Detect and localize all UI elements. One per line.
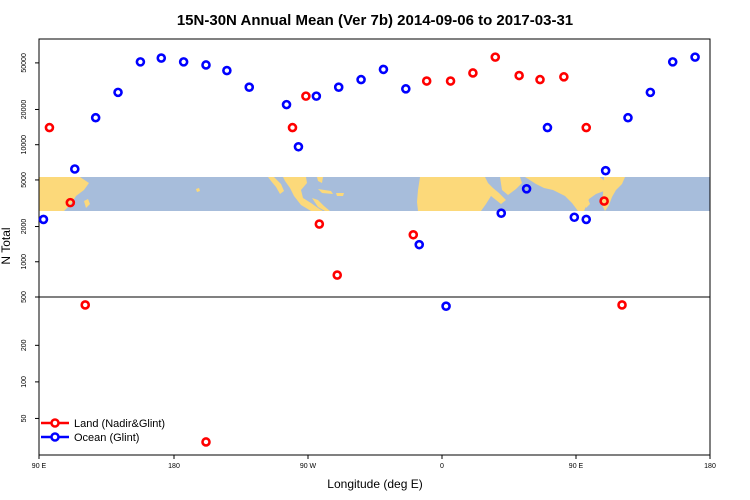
land-point	[408, 229, 419, 240]
map-band	[39, 177, 710, 211]
ocean-point	[569, 212, 580, 223]
y-tick-label: 50000	[21, 53, 28, 73]
ocean-point	[542, 122, 553, 133]
ocean-point	[521, 184, 532, 194]
data-points	[38, 52, 700, 447]
ocean-point	[244, 82, 255, 92]
land-point	[514, 70, 524, 81]
x-tick-label: 180	[168, 463, 180, 470]
ocean-point	[90, 112, 101, 123]
map-land-arabia-east	[500, 177, 522, 195]
legend-land-marker	[50, 418, 60, 428]
map-land-mexico	[283, 177, 323, 211]
map-land-hispaniola	[336, 193, 344, 196]
ocean-point	[581, 214, 592, 225]
x-tick-label: 90 E	[32, 463, 47, 470]
land-point	[617, 300, 627, 310]
ocean-point	[113, 87, 123, 98]
y-tick-label: 5000	[21, 172, 28, 188]
map-land-india	[39, 177, 89, 211]
ocean-point	[690, 52, 700, 62]
ocean-point	[600, 165, 611, 176]
x-tick-label: 180	[704, 463, 716, 470]
ocean-point	[667, 57, 678, 67]
land-point	[599, 196, 609, 206]
map-land-sri-lanka-2	[584, 199, 590, 208]
x-tick-label: 90 W	[300, 463, 317, 470]
ocean-point	[281, 99, 292, 110]
land-point	[445, 76, 456, 86]
land-point	[80, 300, 91, 310]
ocean-point	[222, 65, 232, 76]
ocean-point	[333, 82, 344, 92]
land-point	[421, 76, 432, 86]
x-axis-ticks: 90 E 180 90 W 0 90 E 180	[32, 455, 716, 470]
ocean-point	[623, 112, 633, 123]
y-tick-label: 100	[21, 376, 28, 388]
land-point	[535, 74, 545, 85]
y-tick-label: 200	[21, 339, 28, 351]
x-axis-label: Longitude (deg E)	[327, 477, 422, 491]
land-point	[581, 122, 592, 133]
ocean-point	[38, 214, 49, 225]
y-axis-ticks: 500 1000 2000 5000 10000 20000 50000 50 100 200	[21, 53, 39, 422]
y-tick-label: 1000	[21, 254, 28, 270]
land-point	[314, 219, 325, 229]
ocean-point	[201, 60, 211, 70]
land-point	[287, 122, 298, 133]
y-tick-label: 20000	[21, 100, 28, 120]
map-land-africa-arabia	[417, 177, 506, 211]
land-point	[44, 122, 55, 133]
ocean-point	[178, 57, 189, 67]
ocean-point	[378, 64, 389, 75]
ocean-point	[293, 141, 304, 152]
land-point	[332, 270, 343, 280]
land-point	[559, 72, 569, 82]
ocean-point	[135, 57, 146, 67]
legend: Land (Nadir&Glint) Ocean (Glint)	[41, 418, 165, 444]
land-point	[468, 68, 478, 78]
map-land-cuba	[318, 189, 333, 194]
land-point	[301, 91, 311, 101]
legend-land-label: Land (Nadir&Glint)	[74, 418, 165, 430]
ocean-point	[496, 208, 507, 218]
x-tick-label: 90 E	[569, 463, 584, 470]
ocean-point	[69, 164, 80, 174]
chart-title: 15N-30N Annual Mean (Ver 7b) 2014-09-06 …	[177, 12, 573, 29]
plot-frame	[38, 38, 711, 456]
legend-ocean-marker	[50, 432, 60, 442]
y-tick-label: 10000	[21, 135, 28, 155]
land-point	[490, 52, 501, 62]
map-land-florida	[317, 177, 323, 183]
ocean-point	[401, 84, 411, 94]
legend-ocean-label: Ocean (Glint)	[74, 432, 139, 444]
y-tick-label: 2000	[21, 219, 28, 235]
map-land-central-america	[312, 198, 330, 211]
land-point	[65, 197, 76, 208]
map-land-baja	[268, 177, 284, 194]
ocean-point	[156, 53, 167, 63]
ocean-point	[356, 74, 366, 85]
ocean-point	[441, 301, 451, 311]
ocean-point	[645, 87, 656, 98]
x-tick-label: 0	[440, 463, 444, 470]
land-point	[201, 437, 211, 447]
map-land-sri-lanka	[84, 199, 90, 208]
ocean-point	[311, 91, 322, 101]
y-axis-label: N Total	[0, 227, 13, 264]
ocean-point	[414, 239, 425, 250]
y-tick-label: 500	[21, 291, 28, 303]
map-land-hawaii	[196, 188, 200, 192]
y-tick-label: 50	[21, 414, 28, 422]
